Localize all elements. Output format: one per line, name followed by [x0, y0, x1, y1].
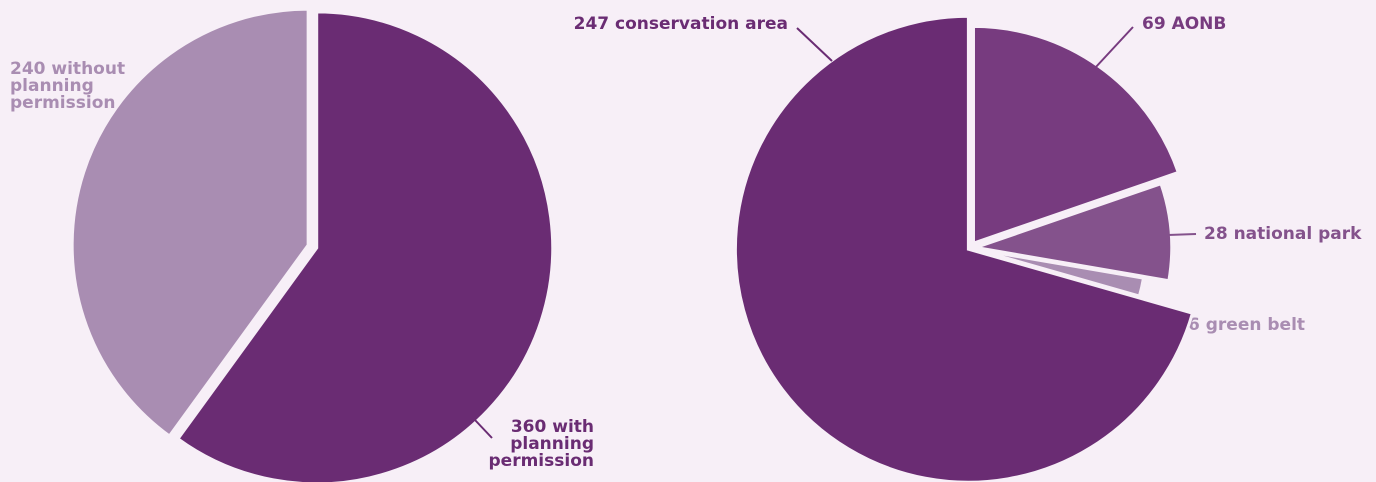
- pie-slice: [70, 7, 310, 439]
- leader-line: [796, 27, 833, 62]
- slice-label: 240 without planning permission: [10, 59, 125, 113]
- planning-permission-pie: 360 with planning permission 240 without pla…: [10, 7, 594, 482]
- pie-slice: [975, 181, 1174, 283]
- pie-slice: [971, 24, 1181, 246]
- pie-slice: [733, 14, 1195, 482]
- slice-label: 247 conservation area: [574, 14, 788, 34]
- leader-line: [474, 419, 493, 439]
- pie-slice: [975, 247, 1146, 298]
- leader-line: [131, 101, 152, 119]
- slice-label: 28 national park: [1204, 224, 1362, 244]
- slice-label: 69 AONB: [1142, 14, 1226, 34]
- slice-label: 360 with planning permission: [489, 417, 594, 471]
- slice-label: 6 green belt: [1188, 315, 1305, 335]
- leader-line: [1094, 26, 1134, 69]
- protected-land-pie: 69 AONB 28 national park 6 green belt 247 c…: [574, 14, 1362, 482]
- leader-line: [1167, 233, 1197, 236]
- pie-slice: [175, 10, 555, 482]
